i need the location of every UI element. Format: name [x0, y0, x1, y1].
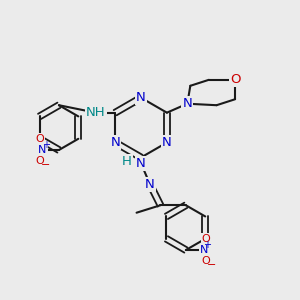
Text: O: O — [202, 234, 211, 244]
Text: H: H — [122, 155, 132, 168]
Text: N: N — [162, 136, 172, 149]
Text: O: O — [36, 156, 44, 166]
Text: N: N — [38, 145, 47, 155]
Text: O: O — [202, 256, 211, 266]
Text: +: + — [42, 140, 50, 150]
Text: −: − — [41, 160, 50, 170]
Text: N: N — [182, 97, 192, 110]
Text: NH: NH — [86, 106, 106, 119]
Text: N: N — [200, 245, 208, 255]
Text: N: N — [145, 178, 155, 191]
Text: +: + — [203, 240, 211, 250]
Text: O: O — [36, 134, 44, 144]
Text: N: N — [136, 157, 146, 170]
Text: −: − — [207, 260, 216, 270]
Text: N: N — [136, 91, 146, 104]
Text: O: O — [230, 73, 240, 86]
Text: N: N — [110, 136, 120, 149]
